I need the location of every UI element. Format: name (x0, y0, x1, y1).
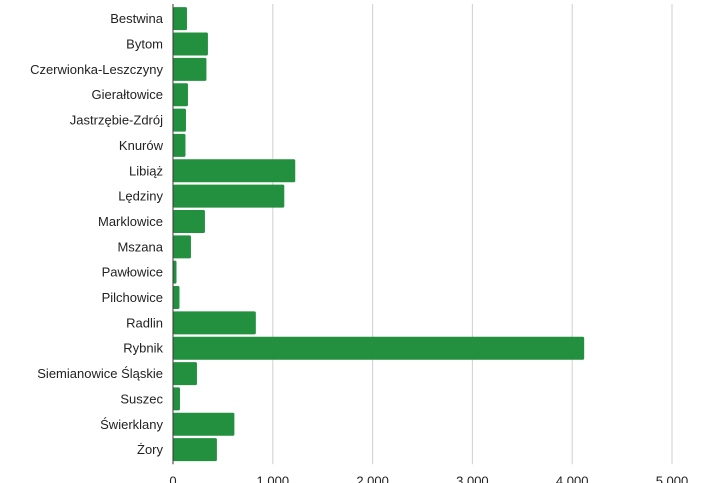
bar (173, 133, 186, 157)
x-tick-label: 1,000 (257, 473, 290, 483)
bar (173, 209, 205, 233)
bar (173, 57, 207, 81)
category-labels: Bestwina Bytom Czerwionka-Leszczyny Gierałt… (30, 11, 164, 457)
category-label: Marklowice (98, 214, 163, 229)
bar (173, 159, 296, 183)
bar (173, 311, 256, 335)
category-label: Żory (137, 442, 164, 457)
category-label: Pawłowice (102, 265, 163, 280)
x-tick-label: 4,000 (556, 473, 589, 483)
bar (173, 336, 585, 360)
bar (173, 83, 188, 107)
category-label: Czerwionka-Leszczyny (30, 62, 163, 77)
bar (173, 32, 208, 56)
category-label: Lędziny (118, 189, 163, 204)
bar (173, 362, 197, 386)
bar (173, 184, 285, 208)
category-label: Pilchowice (102, 290, 163, 305)
category-label: Jastrzębie-Zdrój (70, 113, 163, 128)
bar (173, 7, 187, 31)
bar (173, 108, 186, 132)
gridlines (272, 4, 673, 465)
category-label: Knurów (119, 138, 164, 153)
bar (173, 438, 217, 462)
category-label: Rybnik (123, 341, 163, 356)
category-label: Mszana (117, 239, 163, 254)
category-label: Siemianowice Śląskie (37, 366, 163, 381)
category-label: Gierałtowice (91, 87, 163, 102)
category-label: Radlin (126, 315, 163, 330)
bar (173, 260, 177, 284)
bars (173, 7, 585, 462)
bar (173, 286, 180, 310)
bar (173, 235, 191, 259)
x-tick-label: 3,000 (456, 473, 489, 483)
x-tick-label: 5,000 (656, 473, 689, 483)
x-tick-label: 2,000 (356, 473, 389, 483)
category-label: Bytom (126, 37, 163, 52)
x-tick-label: 0 (169, 473, 176, 483)
bar (173, 412, 235, 436)
x-tick-labels: 0 1,000 2,000 3,000 4,000 5,000 (169, 473, 688, 483)
category-label: Suszec (120, 391, 163, 406)
category-label: Świerklany (100, 417, 163, 432)
category-label: Libiąż (129, 163, 163, 178)
category-label: Bestwina (110, 11, 164, 26)
bar (173, 387, 180, 411)
